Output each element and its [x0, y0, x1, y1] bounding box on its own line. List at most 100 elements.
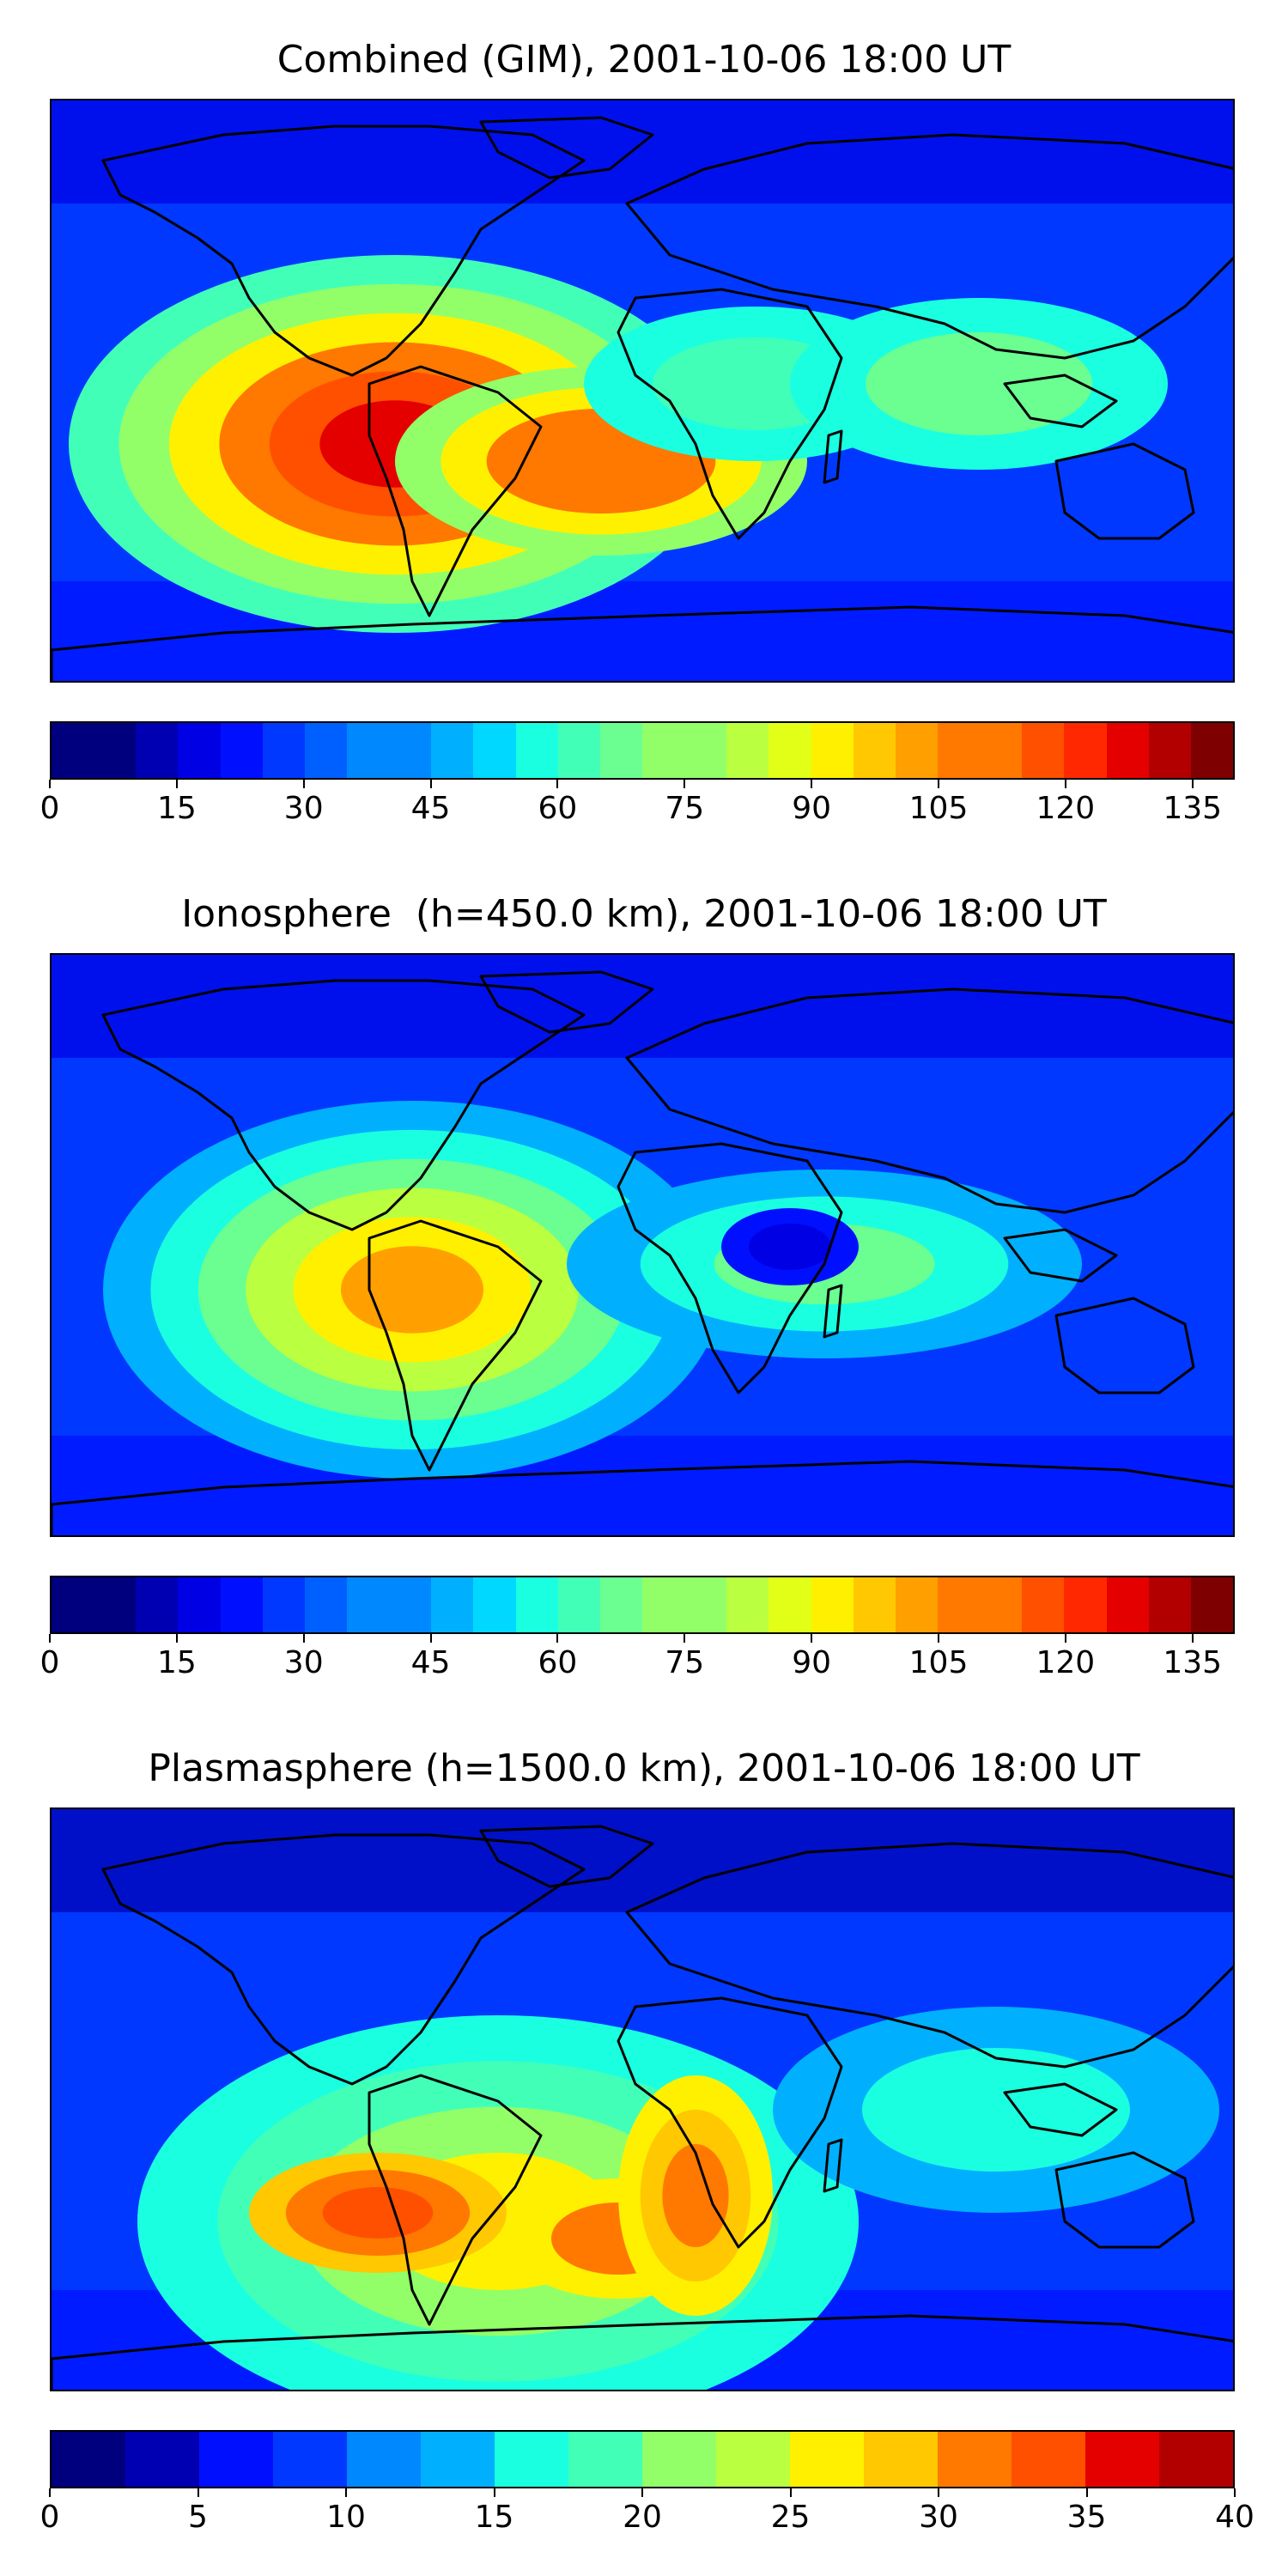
colorbar-tick — [493, 2488, 495, 2497]
panel-title-plasmasphere: Plasmasphere (h=1500.0 km), 2001-10-06 1… — [148, 1747, 1140, 1790]
colorbar-segment — [895, 723, 938, 778]
colorbar-segment — [568, 2432, 642, 2487]
tec-map-combined — [50, 99, 1235, 683]
colorbar-tick-label: 25 — [770, 2500, 811, 2535]
coastline-3 — [625, 1842, 1233, 2069]
colorbar-segment — [1085, 2432, 1159, 2487]
colorbar-tick-label: 135 — [1163, 791, 1223, 826]
colorbar-tick-label: 60 — [538, 1645, 578, 1680]
colorbar-tick — [641, 2488, 643, 2497]
colorbar-tick-label: 5 — [188, 2500, 208, 2535]
coastline-4 — [617, 288, 843, 540]
coastline-7 — [1054, 2151, 1195, 2249]
colorbar-tick — [1191, 1634, 1194, 1643]
colorbar-segment — [811, 1577, 854, 1632]
colorbar-segment — [304, 1577, 347, 1632]
colorbar-tick — [345, 2488, 347, 2497]
colorbar-segment — [790, 2432, 864, 2487]
colorbar-tick — [556, 1634, 559, 1643]
colorbar-tick-label: 0 — [39, 791, 60, 826]
colorbar-segment — [980, 1577, 1023, 1632]
colorbar-tick-label: 40 — [1215, 2500, 1255, 2535]
colorbar-tick-label: 90 — [792, 1645, 832, 1680]
colorbar-segment — [557, 723, 600, 778]
coastline-1 — [479, 116, 654, 179]
colorbar-tick — [938, 780, 939, 788]
colorbar-tick — [175, 1634, 178, 1643]
colorbar-tick-label: 135 — [1163, 1645, 1223, 1680]
panel-title-ionosphere: Ionosphere (h=450.0 km), 2001-10-06 18:0… — [181, 892, 1107, 936]
colorbar-segment — [641, 1577, 685, 1632]
coastline-5 — [823, 1284, 843, 1339]
colorbar-segment — [1148, 1577, 1191, 1632]
colorbar-ticks-ionosphere: 0 15 30 45 60 75 90 105 120 135 — [40, 1634, 1235, 1686]
colorbar-tick — [429, 780, 432, 788]
colorbar-segment — [515, 723, 558, 778]
coastline-3 — [625, 987, 1233, 1214]
colorbar-segment — [1159, 2432, 1233, 2487]
colorbar-tick-label: 30 — [283, 791, 324, 826]
colorbar-segment — [125, 2432, 199, 2487]
colorbar-segment — [52, 2432, 125, 2487]
colorbar-tick — [49, 2488, 51, 2497]
colorbar-segment — [431, 723, 474, 778]
colorbar-segment — [1106, 723, 1149, 778]
colorbar-segment — [769, 1577, 811, 1632]
coastline-0 — [101, 979, 586, 1231]
coastline-4 — [617, 1996, 843, 2249]
coastline-7 — [1054, 1297, 1195, 1394]
colorbar-tick — [811, 780, 813, 788]
colorbar-segment — [473, 723, 516, 778]
panel-title-combined: Combined (GIM), 2001-10-06 18:00 UT — [276, 38, 1012, 82]
colorbar-tick — [175, 780, 178, 788]
colorbar-tick-label: 30 — [283, 1645, 324, 1680]
colorbar-ionosphere — [50, 1576, 1235, 1634]
colorbar-segment — [136, 723, 179, 778]
colorbar-segment — [641, 723, 685, 778]
colorbar-tick — [1085, 2488, 1088, 2497]
colorbar-tick — [49, 780, 51, 788]
colorbar-segment — [895, 1577, 938, 1632]
colorbar-segment — [473, 1577, 516, 1632]
colorbar-segment — [853, 723, 896, 778]
colorbar-tick — [197, 2488, 199, 2497]
colorbar-tick-label: 15 — [474, 2500, 514, 2535]
colorbar-segment — [599, 1577, 642, 1632]
colorbar-segment — [52, 723, 94, 778]
colorbar-segment — [1190, 723, 1233, 778]
colorbar-tick-label: 120 — [1036, 791, 1096, 826]
colorbar-segment — [421, 2432, 495, 2487]
colorbar-plasmasphere — [50, 2430, 1235, 2488]
colorbar-segment — [347, 2432, 421, 2487]
colorbar-segment — [346, 1577, 390, 1632]
colorbar-tick-label: 105 — [908, 791, 969, 826]
colorbar-tick-label: 45 — [410, 791, 451, 826]
colorbar-tick-label: 15 — [156, 791, 197, 826]
colorbar-tick — [429, 1634, 432, 1643]
colorbar-tick — [683, 1634, 686, 1643]
colorbar-tick — [302, 780, 305, 788]
coastline-0 — [101, 1833, 586, 2086]
colorbar-segment — [136, 1577, 179, 1632]
colorbar-segment — [716, 2432, 790, 2487]
colorbar-segment — [938, 2432, 1012, 2487]
contour-level-3-2 — [662, 2144, 729, 2247]
colorbar-segment — [94, 1577, 137, 1632]
colorbar-segment — [1064, 1577, 1107, 1632]
colorbar-segment — [389, 723, 432, 778]
colorbar-tick-label: 75 — [665, 791, 705, 826]
colorbar-tick — [49, 1634, 51, 1643]
colorbar-segment — [853, 1577, 896, 1632]
colorbar-segment — [557, 1577, 600, 1632]
colorbar-tick — [1064, 780, 1066, 788]
colorbar-segment — [937, 1577, 981, 1632]
colorbar-segment — [199, 2432, 273, 2487]
contour-level-3-1 — [866, 332, 1092, 435]
colorbar-tick — [1191, 780, 1194, 788]
coastline-2 — [368, 2074, 543, 2326]
colorbar-tick-label: 20 — [623, 2500, 662, 2535]
colorbar-tick — [811, 1634, 813, 1643]
colorbar-segment — [980, 723, 1023, 778]
colorbar-segment — [178, 723, 221, 778]
contour-level-4-1 — [862, 2048, 1130, 2172]
